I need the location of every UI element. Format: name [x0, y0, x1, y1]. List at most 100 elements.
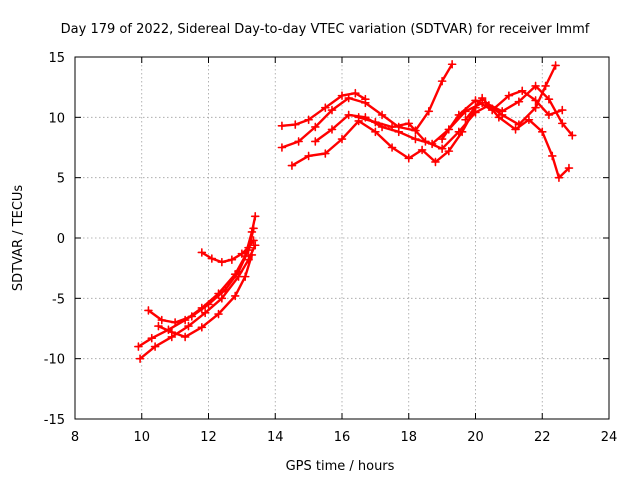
data-point: [404, 119, 414, 128]
series-s3: [144, 224, 258, 327]
series-s6: [277, 88, 370, 131]
grid-lines: [75, 57, 609, 419]
data-point: [387, 122, 397, 132]
data-point: [197, 248, 207, 257]
data-point: [234, 267, 243, 277]
data-point: [351, 88, 360, 98]
y-tick-label: 0: [57, 232, 65, 247]
axis-ticks: 8 10 12 14 16 18 20 22 24 -15 -10 -5 0 5 10 15: [44, 51, 618, 445]
data-point: [494, 113, 504, 122]
data-point: [544, 110, 554, 120]
series-s4: [154, 250, 257, 342]
data-point: [531, 103, 540, 112]
data-point: [170, 318, 180, 327]
data-point: [310, 122, 320, 132]
data-point: [310, 137, 320, 146]
data-point: [287, 161, 297, 170]
series-trace: [357, 64, 557, 150]
data-point: [557, 119, 567, 128]
x-tick-label: 16: [334, 430, 351, 445]
data-point: [294, 137, 303, 146]
data-point: [327, 125, 337, 134]
data-point: [411, 134, 420, 144]
data-point: [304, 151, 313, 161]
data-point: [471, 96, 480, 105]
series-s7: [277, 59, 457, 152]
y-tick-label: -5: [52, 292, 65, 307]
x-tick-label: 10: [133, 430, 150, 445]
data-point: [214, 309, 223, 319]
x-tick-label: 22: [534, 430, 551, 445]
x-tick-label: 12: [200, 430, 217, 445]
data-point: [157, 315, 167, 325]
x-tick-label: 8: [71, 430, 79, 445]
y-tick-label: 10: [48, 111, 65, 126]
data-point: [421, 137, 430, 146]
data-point: [150, 342, 160, 351]
data-point: [541, 81, 550, 91]
data-point: [321, 149, 330, 158]
data-point: [531, 96, 540, 105]
data-point: [454, 127, 464, 137]
data-point: [167, 327, 177, 337]
data-point: [377, 110, 387, 120]
x-tick-label: 14: [267, 430, 284, 445]
data-point: [230, 291, 240, 301]
data-point: [135, 354, 145, 363]
data-series: [134, 59, 577, 363]
data-point: [564, 163, 574, 173]
data-point: [154, 321, 163, 331]
data-point: [184, 321, 193, 331]
data-point: [200, 308, 210, 318]
data-point: [217, 294, 227, 303]
data-point: [524, 115, 534, 125]
data-point: [277, 121, 287, 131]
y-tick-label: 15: [48, 51, 65, 66]
data-point: [497, 107, 507, 116]
data-point: [147, 333, 157, 343]
data-point: [514, 97, 524, 106]
data-point: [220, 285, 230, 295]
series-trace: [137, 215, 257, 348]
data-point: [454, 110, 464, 120]
data-point: [290, 120, 300, 129]
data-point: [477, 93, 487, 103]
y-tick-label: -10: [44, 353, 65, 368]
data-point: [344, 93, 353, 103]
data-point: [144, 306, 153, 315]
data-point: [511, 125, 520, 134]
data-point: [237, 249, 247, 258]
data-point: [180, 332, 190, 342]
data-point: [537, 127, 547, 137]
data-point: [531, 81, 540, 91]
data-point: [240, 272, 250, 281]
data-point: [250, 211, 260, 221]
data-point: [444, 146, 454, 156]
data-point: [547, 151, 557, 161]
data-point: [557, 105, 567, 115]
y-tick-label: -15: [44, 413, 65, 428]
data-point: [404, 154, 414, 163]
x-tick-label: 20: [467, 430, 484, 445]
data-point: [250, 240, 260, 250]
data-point: [431, 157, 440, 167]
series-s2: [135, 240, 260, 363]
series-trace: [138, 243, 257, 360]
x-axis-label: GPS time / hours: [286, 459, 395, 474]
data-point: [227, 255, 237, 265]
chart-title: Day 179 of 2022, Sidereal Day-to-day VTE…: [61, 22, 590, 37]
data-point: [554, 173, 564, 182]
series-s5: [197, 236, 258, 267]
data-point: [207, 254, 217, 263]
data-point: [424, 107, 434, 116]
data-point: [344, 110, 353, 120]
data-point: [354, 113, 363, 122]
x-tick-label: 24: [601, 430, 618, 445]
data-point: [249, 224, 258, 233]
data-point: [304, 115, 313, 125]
y-axis-label: SDTVAR / TECUs: [11, 185, 26, 292]
data-point: [387, 143, 397, 152]
data-point: [249, 236, 258, 245]
data-point: [371, 127, 380, 137]
data-point: [517, 86, 527, 96]
